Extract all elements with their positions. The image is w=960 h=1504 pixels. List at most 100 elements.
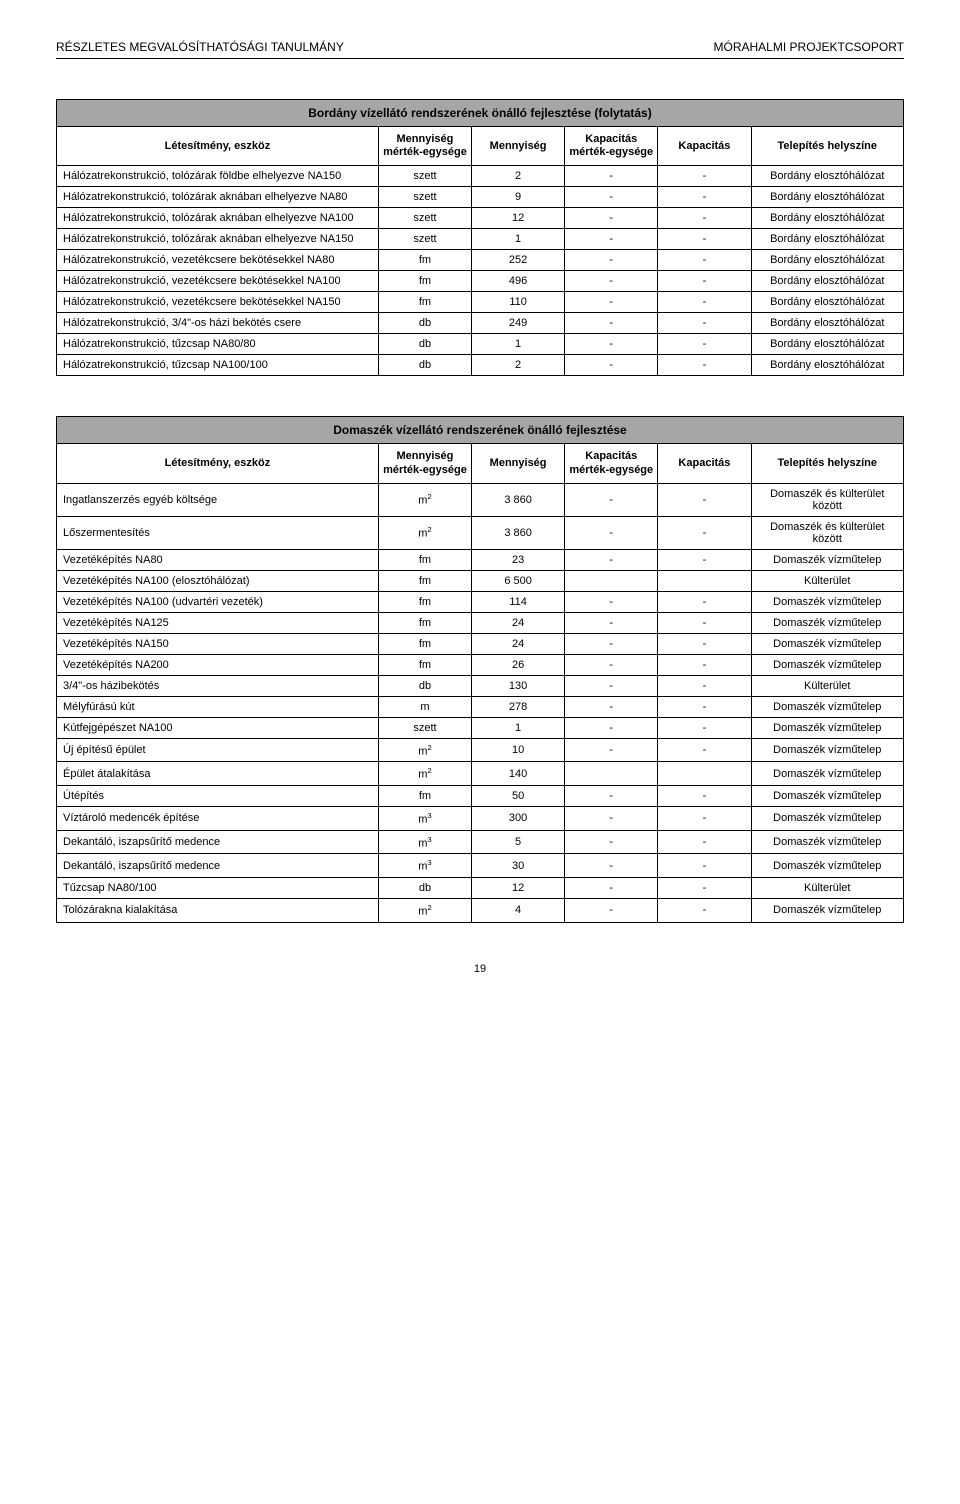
table-cell: 6 500 [472,570,565,591]
table-cell: Domaszék és külterület között [751,516,904,549]
table-cell: fm [378,549,471,570]
table-cell: Vezetéképítés NA150 [57,633,379,654]
table-row: Vezetéképítés NA100 (udvartéri vezeték)f… [57,591,904,612]
table-cell: Vezetéképítés NA125 [57,612,379,633]
table-cell: fm [378,654,471,675]
table-cell: Hálózatrekonstrukció, vezetékcsere beköt… [57,250,379,271]
table-cell: Domaszék vízműtelep [751,738,904,762]
table-cell: Domaszék vízműtelep [751,612,904,633]
table-cell: fm [378,633,471,654]
table-cell: - [565,334,658,355]
table-row: Hálózatrekonstrukció, tolózárak aknában … [57,187,904,208]
table-cell: m3 [378,854,471,878]
table-cell: Bordány elosztóhálózat [751,271,904,292]
col-head: Kapacitás [658,444,751,483]
table-cell: - [658,591,751,612]
col-head: Mennyiség [472,127,565,166]
table-cell: Vezetéképítés NA100 (udvartéri vezeték) [57,591,379,612]
table2-title: Domaszék vízellátó rendszerének önálló f… [57,417,904,444]
table-cell [658,762,751,786]
table-cell [565,570,658,591]
table-cell: Domaszék vízműtelep [751,830,904,854]
table-cell: Hálózatrekonstrukció, tolózárak aknában … [57,229,379,250]
table-cell: - [658,854,751,878]
table-cell: - [565,313,658,334]
table-cell: Dekantáló, iszapsűrítő medence [57,830,379,854]
table-cell: - [565,899,658,923]
table-cell: fm [378,570,471,591]
table-cell: Hálózatrekonstrukció, tolózárak aknában … [57,187,379,208]
table-cell: 2 [472,355,565,376]
table-row: Lőszermentesítésm23 860--Domaszék és kül… [57,516,904,549]
table-row: Kútfejgépészet NA100szett1--Domaszék víz… [57,717,904,738]
table-cell: m2 [378,738,471,762]
table-cell: db [378,878,471,899]
table-row: Hálózatrekonstrukció, tűzcsap NA80/80db1… [57,334,904,355]
table-cell: Bordány elosztóhálózat [751,313,904,334]
table-cell: 3/4"-os házibekötés [57,675,379,696]
col-head: Kapacitás [658,127,751,166]
table-cell: - [565,271,658,292]
table-row: Vezetéképítés NA200fm26--Domaszék vízműt… [57,654,904,675]
table-cell: - [658,738,751,762]
table-cell: - [658,549,751,570]
table-cell: - [658,878,751,899]
table-cell: fm [378,786,471,807]
table-cell: Domaszék vízműtelep [751,654,904,675]
table-cell: Domaszék vízműtelep [751,807,904,831]
table-cell: Dekantáló, iszapsűrítő medence [57,854,379,878]
table-cell: m3 [378,830,471,854]
table-cell: 1 [472,229,565,250]
table-cell: Domaszék vízműtelep [751,899,904,923]
table-cell: Domaszék vízműtelep [751,696,904,717]
table-cell: fm [378,250,471,271]
table-cell: 3 860 [472,516,565,549]
table-cell: Domaszék vízműtelep [751,762,904,786]
table-cell: Külterület [751,675,904,696]
table-cell: db [378,675,471,696]
table-cell: Domaszék vízműtelep [751,633,904,654]
document-page: RÉSZLETES MEGVALÓSÍTHATÓSÁGI TANULMÁNY M… [0,0,960,1005]
table-domaszek: Domaszék vízellátó rendszerének önálló f… [56,416,904,922]
table-cell: - [658,675,751,696]
table1-header-row: Létesítmény, eszköz Mennyiség mérték-egy… [57,127,904,166]
table-cell: - [658,654,751,675]
table-cell: - [565,717,658,738]
col-head: Létesítmény, eszköz [57,127,379,166]
table-cell: - [658,807,751,831]
table-cell: Hálózatrekonstrukció, vezetékcsere beköt… [57,292,379,313]
table-bordany: Bordány vízellátó rendszerének önálló fe… [56,99,904,376]
table-cell: - [658,313,751,334]
table-row: Víztároló medencék építésem3300--Domaszé… [57,807,904,831]
table-cell: Vezetéképítés NA200 [57,654,379,675]
table-cell: szett [378,208,471,229]
table-cell: fm [378,612,471,633]
table-cell: 1 [472,334,565,355]
table-cell: Hálózatrekonstrukció, tűzcsap NA80/80 [57,334,379,355]
table-cell: 2 [472,166,565,187]
table-cell: szett [378,717,471,738]
table-row: Hálózatrekonstrukció, tolózárak aknában … [57,229,904,250]
table-cell: 5 [472,830,565,854]
table-cell: Ingatlanszerzés egyéb költsége [57,483,379,516]
table-cell: Kútfejgépészet NA100 [57,717,379,738]
table-cell: - [658,208,751,229]
table-cell: - [565,807,658,831]
table-cell: 24 [472,633,565,654]
table-cell: - [658,516,751,549]
table-cell: 12 [472,208,565,229]
table-cell: Hálózatrekonstrukció, 3/4"-os házi beköt… [57,313,379,334]
table-cell: fm [378,292,471,313]
table-cell: 252 [472,250,565,271]
table-cell: Bordány elosztóhálózat [751,229,904,250]
table-cell: - [565,612,658,633]
table-cell: - [565,738,658,762]
table-cell: db [378,313,471,334]
table-cell: Épület átalakítása [57,762,379,786]
table-cell: - [658,229,751,250]
table-cell: Víztároló medencék építése [57,807,379,831]
table-cell: m2 [378,762,471,786]
table-cell: Hálózatrekonstrukció, tolózárak földbe e… [57,166,379,187]
table-cell: - [565,355,658,376]
table-cell: - [565,549,658,570]
